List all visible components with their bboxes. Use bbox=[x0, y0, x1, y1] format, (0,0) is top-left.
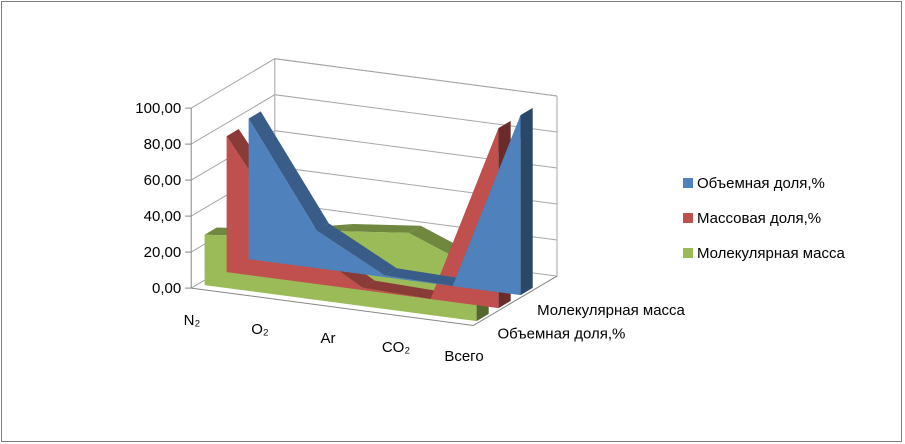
depth-axis-label: Объемная доля,% bbox=[498, 325, 626, 342]
depth-axis-label: Молекулярная масса bbox=[537, 302, 685, 319]
legend-swatch bbox=[683, 213, 693, 223]
gridline bbox=[190, 58, 558, 109]
y-tick-label: 40,00 bbox=[144, 208, 182, 225]
x-tick-label: Всего bbox=[444, 348, 483, 365]
x-tick-label: O₂ bbox=[251, 321, 269, 338]
gridline bbox=[190, 94, 558, 145]
legend: Объемная доля,% Массовая доля,% Молекулярн… bbox=[683, 175, 845, 262]
y-tick-label: 20,00 bbox=[144, 244, 182, 261]
y-tick-label: 100,00 bbox=[135, 100, 181, 117]
legend-swatch bbox=[683, 178, 693, 188]
depth-axis-line bbox=[473, 275, 558, 326]
series-0 bbox=[248, 108, 533, 296]
y-tick-label: 60,00 bbox=[144, 172, 182, 189]
depth-axis-labels: Объемная доля,% Молекулярная масса bbox=[498, 302, 686, 342]
series-layer bbox=[204, 108, 533, 322]
legend-entry: Массовая доля,% bbox=[697, 210, 821, 227]
x-axis-line bbox=[191, 287, 474, 326]
series-front-face bbox=[248, 115, 521, 296]
legend-swatch bbox=[683, 248, 693, 258]
gridline bbox=[190, 130, 558, 181]
legend-entry: Молекулярная масса bbox=[697, 245, 845, 262]
y-tick-label: 80,00 bbox=[144, 136, 182, 153]
series-top-surface bbox=[340, 224, 421, 233]
axes bbox=[190, 108, 558, 326]
x-tick-label: CO₂ bbox=[382, 339, 411, 356]
y-axis-ticks: 0,00 20,00 40,00 60,00 80,00 100,00 bbox=[135, 100, 192, 297]
x-tick-label: N₂ bbox=[184, 312, 201, 329]
series-top-surface bbox=[248, 111, 329, 231]
legend-entry: Объемная доля,% bbox=[697, 175, 825, 192]
series-top-surface bbox=[316, 223, 397, 276]
y-tick-label: 0,00 bbox=[152, 280, 181, 297]
series-top-surface bbox=[362, 280, 443, 299]
series-side-face bbox=[520, 108, 533, 296]
x-axis-ticks: N₂ O₂ Ar CO₂ Всего bbox=[184, 312, 484, 365]
x-tick-label: Ar bbox=[321, 330, 336, 347]
series-top-surface bbox=[384, 268, 465, 286]
